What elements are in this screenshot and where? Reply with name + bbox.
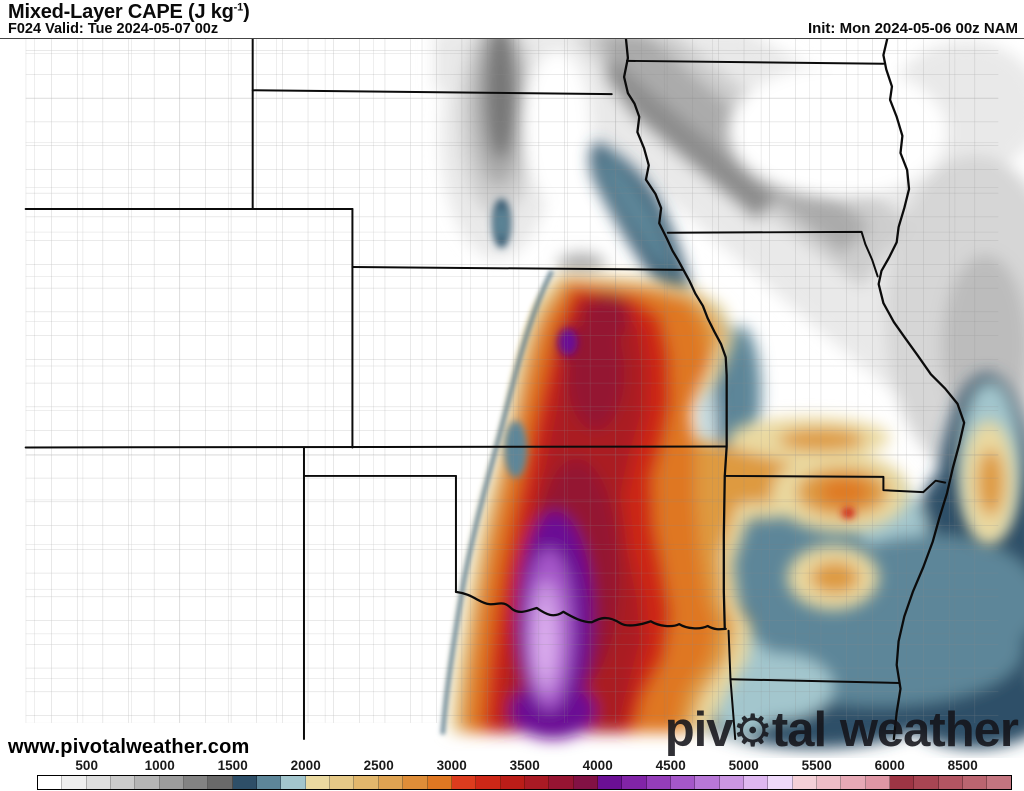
colorbar-cell	[817, 776, 842, 789]
colorbar-cell	[378, 776, 404, 789]
watermark-url: www.pivotalweather.com	[8, 736, 250, 758]
colorbar-tick-label: 500	[75, 758, 98, 773]
colorbar-cell	[208, 776, 233, 789]
colorbar-cell	[111, 776, 136, 789]
colorbar-cell	[135, 776, 160, 789]
colorbar-cell	[719, 776, 744, 789]
colorbar-cell	[476, 776, 501, 789]
border-ne-ks	[351, 265, 684, 271]
colorbar-cell	[743, 776, 769, 789]
model-init-label: Init: Mon 2024-05-06 00z NAM	[807, 20, 1018, 37]
unit-exponent: -1	[233, 1, 244, 14]
colorbar-cell	[670, 776, 696, 789]
border-37n	[24, 445, 727, 449]
colorbar-cell	[62, 776, 87, 789]
red-river	[454, 590, 727, 631]
mississippi-river	[877, 39, 966, 741]
colorbar-cell	[865, 776, 891, 789]
forecast-map-canvas[interactable]: www.pivotalweather.com piv⚙tal weather	[0, 38, 1024, 759]
colorbar-tick-label: 4000	[582, 758, 613, 773]
colorbar-tick-label: 1500	[217, 758, 248, 773]
county-grid	[25, 39, 999, 723]
border-ar-tx	[727, 629, 732, 681]
colorbar-tick-label: 3000	[436, 758, 467, 773]
colorbar-cell	[622, 776, 647, 789]
colorbar-cell	[257, 776, 282, 789]
colorbar-cell	[963, 776, 988, 789]
border-sd-ne	[251, 89, 613, 96]
missouri-river	[622, 39, 728, 631]
colorbar-cell	[695, 776, 720, 789]
colorbar-cell	[646, 776, 671, 789]
colorbar-cell	[890, 776, 915, 789]
colorbar-tick-label: 6000	[874, 758, 905, 773]
colorbar-cell	[987, 776, 1011, 789]
colorbar-cell	[549, 776, 574, 789]
colorbar-cell	[524, 776, 550, 789]
border-mn-ia	[625, 59, 885, 65]
colorbar-cell	[914, 776, 939, 789]
colorbar-tick-labels: 500 1000 1500 2000 2500 3000 3500 4000 4500 5000 5…	[38, 758, 1011, 774]
colorbar-tick-label: 4500	[655, 758, 686, 773]
pivotal-weather-logo: piv⚙tal weather	[664, 703, 1019, 757]
logo-text-piv: piv	[664, 703, 734, 757]
colorbar-cell	[38, 776, 63, 789]
forecast-valid-label: F024 Valid: Tue 2024-05-07 00z	[8, 21, 219, 37]
map-header: Mixed-Layer CAPE (J kg-1) F024 Valid: Tu…	[0, 0, 1024, 38]
colorbar-cell	[232, 776, 258, 789]
border-ia-mo	[666, 230, 879, 278]
logo-text-tal: tal	[771, 703, 827, 757]
border-ar-la	[729, 678, 901, 685]
gear-icon: ⚙	[732, 704, 772, 757]
colorbar-cell	[305, 776, 331, 789]
colorbar-tick-label: 5500	[801, 758, 832, 773]
colorbar-cell	[403, 776, 428, 789]
border-tx-la	[729, 678, 737, 741]
colorbar-cell	[86, 776, 112, 789]
colorbar-cell	[573, 776, 598, 789]
colorbar-cell	[500, 776, 525, 789]
colorbar-cell	[768, 776, 793, 789]
colorbar-cell	[427, 776, 452, 789]
colorbar-tick-label: 2000	[290, 758, 321, 773]
colorbar-tick-label: 8500	[947, 758, 978, 773]
logo-text-weather: weather	[839, 703, 1019, 757]
colorbar-cell	[184, 776, 209, 789]
colorbar-cell	[938, 776, 964, 789]
colorbar-tick-label: 5000	[728, 758, 759, 773]
colorbar-cell	[792, 776, 817, 789]
colorbar-tick-label: 3500	[509, 758, 540, 773]
river-borders	[454, 39, 966, 741]
colorbar-cell	[159, 776, 185, 789]
colorbar-tick-label: 1000	[144, 758, 175, 773]
page-title: Mixed-Layer CAPE (J kg-1)	[8, 1, 250, 23]
colorbar-cell	[597, 776, 623, 789]
colorbar-cell	[451, 776, 477, 789]
colorbar-strip: 500 1000 1500 2000 2500 3000 3500 4000 4500 5000 5…	[0, 758, 1024, 791]
border-mo-ar	[723, 474, 947, 494]
cape-colorbar	[37, 775, 1012, 790]
state-borders	[24, 39, 947, 741]
colorbar-cell	[841, 776, 866, 789]
cape-map-svg	[24, 39, 1024, 759]
colorbar-cell	[354, 776, 379, 789]
colorbar-tick-label: 2500	[363, 758, 394, 773]
colorbar-cell	[281, 776, 306, 789]
colorbar-cell	[330, 776, 355, 789]
